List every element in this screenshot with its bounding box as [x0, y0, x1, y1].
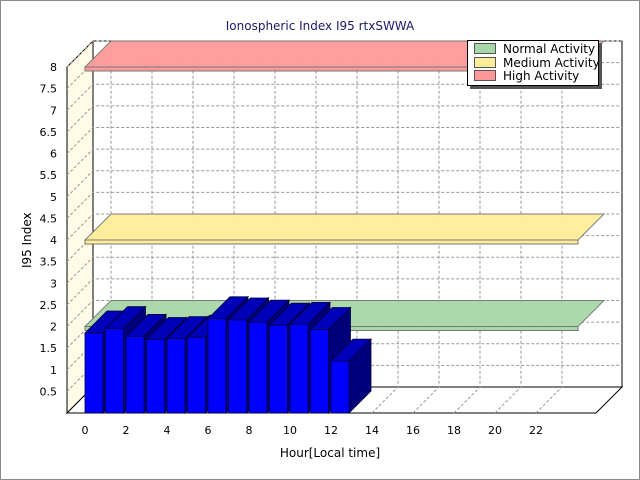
x-tick-label: 2 — [123, 424, 130, 437]
y-tick-label: 5 — [50, 191, 57, 204]
chart-title: Ionospheric Index I95 rtxSWWA — [225, 19, 415, 33]
bar — [146, 339, 165, 414]
bar — [84, 332, 104, 414]
h-grid-line — [66, 278, 622, 306]
x-tick-label: 6 — [205, 424, 212, 437]
h-grid-line — [66, 83, 622, 111]
y-tick-label: 3.5 — [40, 256, 58, 269]
y-tick-label: 8 — [50, 61, 57, 74]
y-tick-label: 3 — [50, 277, 57, 290]
legend-label-medium: Medium Activity — [503, 56, 600, 70]
y-tick-label: 7 — [50, 104, 57, 117]
x-tick-label: 0 — [82, 424, 89, 437]
y-tick-label: 6.5 — [40, 126, 58, 139]
y-axis-label: I95 Index — [20, 212, 34, 268]
h-grid-line — [66, 105, 622, 133]
legend: Normal Activity Medium Activity High Act… — [467, 40, 600, 86]
v-grid-line — [494, 41, 522, 414]
y-tick-label: 0.5 — [40, 385, 58, 398]
y-tick-label: 7.5 — [40, 83, 58, 96]
x-tick-label: 14 — [365, 424, 379, 437]
band-front — [84, 239, 579, 245]
bar — [166, 338, 186, 414]
bar — [289, 323, 309, 414]
y-tick-labels: 0.5 1 1.5 2 2.5 3 3.5 4 4.5 5 5.5 6 6.5 7 7.5 8 — [40, 61, 58, 398]
bar — [330, 360, 350, 414]
legend-item-normal: Normal Activity — [474, 43, 595, 56]
legend-label-normal: Normal Activity — [503, 42, 596, 56]
bar — [105, 328, 124, 414]
h-grid-line — [66, 148, 622, 176]
bar — [207, 318, 227, 414]
y-tick-label: 2 — [50, 321, 57, 334]
bar — [310, 329, 329, 414]
h-grid-line — [66, 40, 622, 68]
y-tick-label: 2.5 — [40, 299, 58, 312]
bar — [269, 324, 288, 414]
y-tick-label: 4.5 — [40, 212, 58, 225]
legend-swatch-medium — [474, 57, 496, 68]
bar — [125, 336, 145, 414]
legend-item-medium: Medium Activity — [474, 57, 600, 70]
y-tick-label: 1.5 — [40, 342, 58, 355]
bar — [248, 321, 268, 414]
v-grid-line — [535, 41, 563, 414]
legend-swatch-normal — [474, 43, 496, 54]
y-tick-label: 5.5 — [40, 169, 58, 182]
h-grid-line — [66, 170, 622, 198]
x-tick-label: 16 — [406, 424, 420, 437]
bar-series — [84, 295, 372, 414]
x-tick-label: 10 — [283, 424, 297, 437]
h-grid-line — [66, 213, 622, 241]
v-grid-line — [371, 41, 399, 414]
x-tick-label: 18 — [447, 424, 461, 437]
h-grid-line — [66, 191, 622, 219]
x-tick-label: 22 — [529, 424, 543, 437]
y-tick-label: 4 — [50, 234, 57, 247]
x-axis-label: Hour[Local time] — [279, 446, 381, 460]
bar — [228, 319, 247, 414]
x-tick-label: 4 — [164, 424, 171, 437]
h-grid-line — [66, 300, 622, 327]
band-top — [83, 213, 606, 241]
v-grid-line — [412, 41, 440, 414]
h-grid-line — [66, 256, 622, 284]
legend-label-high: High Activity — [503, 69, 580, 83]
legend-item-high: High Activity — [474, 70, 579, 83]
h-grid-line — [66, 127, 622, 154]
y-tick-label: 1 — [50, 364, 57, 377]
bar — [187, 336, 206, 414]
x-tick-labels: 0 2 4 6 8 10 12 14 16 18 20 22 — [82, 424, 544, 437]
v-grid-line — [453, 41, 481, 414]
legend-swatch-high — [474, 70, 496, 81]
x-tick-label: 20 — [488, 424, 502, 437]
x-tick-label: 8 — [246, 424, 253, 437]
y-tick-label: 6 — [50, 148, 57, 161]
x-tick-label: 12 — [324, 424, 338, 437]
